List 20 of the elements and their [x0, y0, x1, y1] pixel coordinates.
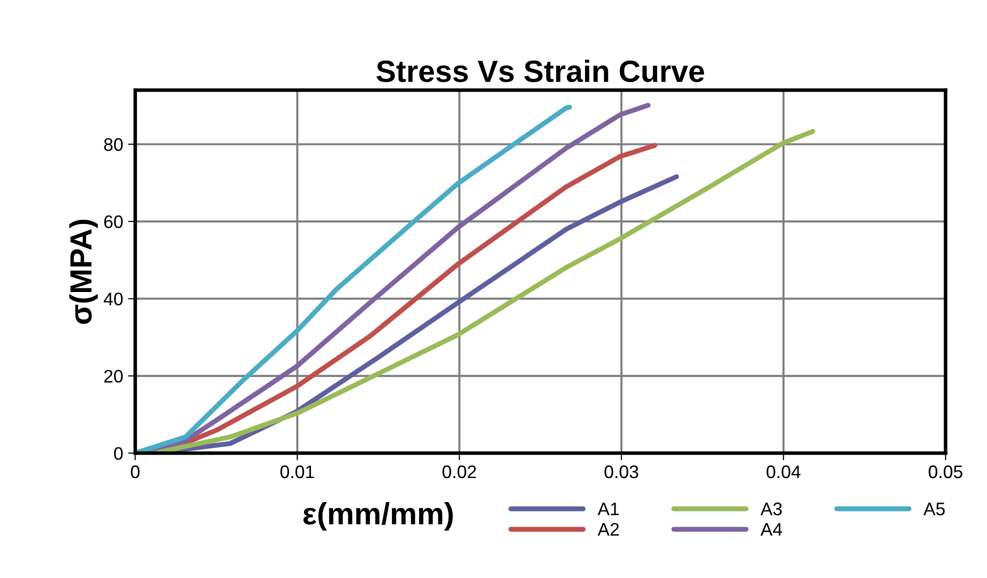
x-axis-title: ε(mm/mm): [303, 502, 453, 531]
y-tick-label: 20: [104, 370, 123, 383]
legend-label: A4: [760, 523, 782, 536]
legend-label: A3: [760, 502, 782, 516]
x-tick-label: 0.02: [442, 465, 476, 478]
y-tick-label: 0: [114, 447, 123, 460]
legend-label: A1: [598, 502, 619, 516]
y-tick-label: 40: [104, 292, 123, 306]
x-tick-label: 0.05: [928, 465, 962, 478]
y-tick-label: 80: [104, 138, 123, 151]
x-tick-label: 0.04: [766, 465, 801, 478]
y-axis-title: σ(MPA): [69, 220, 98, 324]
legend-label: A5: [923, 502, 945, 516]
x-tick-label: 0.01: [280, 465, 314, 478]
line-series: [135, 104, 572, 454]
chart-title: Stress Vs Strain Curve: [376, 60, 704, 82]
x-tick-label: 0.03: [604, 465, 638, 478]
legend-label: A2: [598, 522, 619, 536]
y-tick-label: 60: [104, 215, 123, 228]
x-tick-label: 0: [130, 465, 140, 478]
